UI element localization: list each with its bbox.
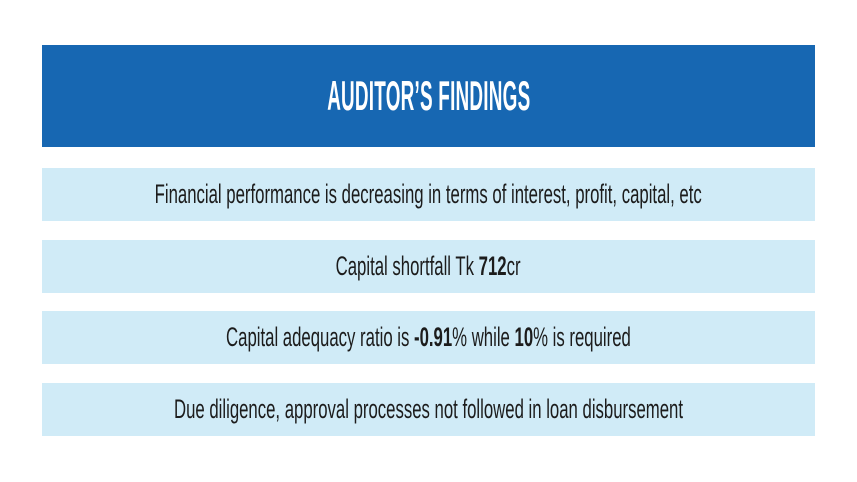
finding-text-segment: % is required [533,322,631,352]
finding-text-emphasis: 712 [479,251,507,281]
page-title: AUDITOR’S FINDINGS [326,72,531,119]
finding-text-segment: Due diligence, approval processes not fo… [174,394,684,424]
finding-row-capital-shortfall: Capital shortfall Tk 712cr [42,240,815,293]
finding-text: Due diligence, approval processes not fo… [174,394,683,425]
finding-text-segment: Capital shortfall Tk [336,251,480,281]
finding-text: Capital shortfall Tk 712cr [336,251,521,282]
finding-text: Financial performance is decreasing in t… [155,179,702,210]
finding-text-segment: Capital adequacy ratio is [226,322,415,352]
finding-text-emphasis: 10 [514,322,534,352]
finding-text-segment: % while [452,322,515,352]
finding-text-segment: cr [506,251,521,281]
header-bar: AUDITOR’S FINDINGS [42,45,815,147]
finding-row-due-diligence: Due diligence, approval processes not fo… [42,383,815,436]
finding-row-capital-adequacy-ratio: Capital adequacy ratio is -0.91% while 1… [42,311,815,364]
finding-text-emphasis: -0.91 [414,322,453,352]
finding-row-financial-performance: Financial performance is decreasing in t… [42,168,815,221]
finding-text: Capital adequacy ratio is -0.91% while 1… [226,322,631,353]
finding-text-segment: Financial performance is decreasing in t… [154,179,703,209]
